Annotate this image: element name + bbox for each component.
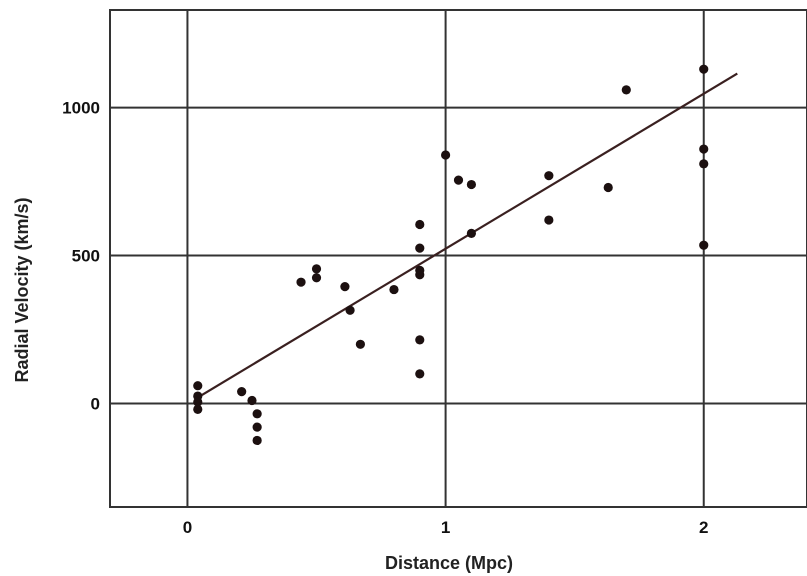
x-tick-label: 0 (183, 518, 192, 537)
data-point (415, 243, 425, 253)
x-tick-labels: 0 1 2 (183, 518, 709, 537)
data-point (453, 175, 464, 185)
data-point (699, 159, 709, 169)
data-point (193, 381, 203, 391)
data-point (544, 215, 554, 225)
y-axis-label: Radial Velocity (km/s) (12, 197, 32, 382)
data-point (466, 179, 477, 190)
y-tick-label: 0 (91, 394, 100, 413)
data-point (252, 422, 262, 432)
fit-line-group (194, 72, 738, 400)
data-point (699, 64, 709, 74)
x-tick-label: 2 (699, 518, 708, 537)
data-point (340, 282, 350, 292)
data-point (603, 182, 613, 193)
data-point (311, 264, 322, 274)
data-points (193, 64, 709, 446)
data-point (544, 171, 554, 181)
data-point (440, 150, 451, 160)
data-point (466, 228, 477, 238)
data-point (699, 240, 709, 250)
data-point (355, 339, 366, 349)
data-point (389, 284, 399, 295)
data-point (621, 85, 631, 95)
data-point (252, 435, 262, 446)
y-tick-label: 500 (72, 247, 100, 266)
data-point (415, 219, 425, 230)
data-point (311, 273, 322, 283)
data-point (345, 305, 355, 315)
data-point (193, 397, 203, 407)
data-point (415, 270, 425, 280)
data-point (415, 335, 425, 345)
x-tick-label: 1 (441, 518, 450, 537)
x-axis-label: Distance (Mpc) (385, 553, 513, 573)
data-point (699, 144, 709, 154)
data-point (415, 369, 425, 379)
data-point (237, 387, 247, 397)
data-point (247, 395, 257, 406)
y-tick-label: 1000 (62, 99, 100, 118)
data-point (193, 404, 203, 414)
plot-frame (109, 9, 807, 508)
y-tick-labels: 0 500 1000 (62, 99, 100, 414)
fit-line (194, 72, 738, 400)
data-point (296, 277, 306, 287)
data-point (252, 409, 262, 419)
